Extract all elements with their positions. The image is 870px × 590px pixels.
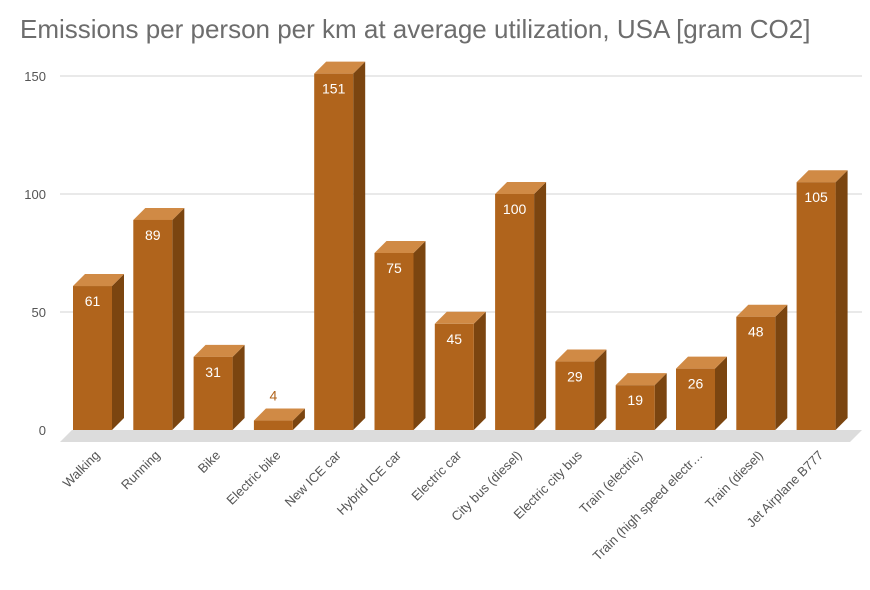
data-label: 61 <box>85 293 101 309</box>
bar-side <box>715 356 727 430</box>
data-label: 29 <box>567 369 583 385</box>
bar-top <box>615 373 667 386</box>
x-tick-label: Train (diesel) <box>702 448 766 512</box>
data-label: 75 <box>386 260 402 276</box>
x-tick-label: Electric bike <box>223 448 283 508</box>
data-label: 4 <box>270 388 278 404</box>
bar-top <box>434 311 486 324</box>
x-tick-label: Walking <box>60 448 103 491</box>
bar <box>374 253 414 430</box>
bar-side <box>353 61 366 430</box>
bar-top <box>796 170 848 183</box>
data-label: 45 <box>447 331 463 347</box>
data-label: 151 <box>322 81 346 97</box>
data-label: 105 <box>804 189 828 205</box>
bar-top <box>193 344 245 357</box>
bar-side <box>473 311 486 430</box>
bar <box>133 219 173 430</box>
bar <box>314 73 354 430</box>
bar-side <box>775 304 788 430</box>
bar-side <box>835 170 848 430</box>
y-tick-label: 150 <box>24 69 46 84</box>
data-label: 48 <box>748 324 764 340</box>
bar-top <box>555 349 607 362</box>
y-tick-label: 100 <box>24 187 46 202</box>
bar <box>495 194 535 430</box>
bar-side <box>534 182 547 430</box>
x-tick-label: Train (high speed electr… <box>590 448 706 564</box>
data-label: 89 <box>145 227 161 243</box>
bar <box>676 368 715 430</box>
bar <box>796 182 836 430</box>
x-tick-label: Bike <box>195 448 223 476</box>
data-label: 100 <box>503 201 527 217</box>
bar <box>555 361 595 430</box>
bar <box>193 356 233 430</box>
bar-top <box>314 61 366 74</box>
x-tick-label: Running <box>118 448 163 493</box>
bar-top <box>133 207 185 220</box>
bar-side <box>172 207 185 430</box>
data-label: 26 <box>688 376 704 392</box>
chart-floor <box>60 430 862 442</box>
data-label: 19 <box>627 392 643 408</box>
bar <box>615 385 655 430</box>
x-tick-label: Hybrid ICE car <box>334 447 405 518</box>
bar-side <box>594 349 607 430</box>
bar-side <box>232 344 245 430</box>
bar-top <box>736 304 788 317</box>
bar <box>434 323 474 430</box>
bar-top <box>73 274 124 287</box>
x-tick-label: Electric car <box>408 447 465 504</box>
bar-top <box>253 408 305 421</box>
bar <box>73 286 112 430</box>
x-tick-label: New ICE car <box>282 447 345 510</box>
bar-top <box>374 241 426 253</box>
bar-top <box>676 356 727 369</box>
bar-side <box>112 274 124 430</box>
chart-title: Emissions per person per km at average u… <box>20 14 811 44</box>
bar-side <box>654 373 667 430</box>
bar-side <box>413 241 426 430</box>
bar-top <box>495 182 547 194</box>
bar <box>736 316 776 430</box>
y-tick-label: 50 <box>32 305 46 320</box>
bar <box>253 420 293 430</box>
y-tick-label: 0 <box>39 423 46 438</box>
bar-side <box>292 408 305 430</box>
data-label: 31 <box>205 364 221 380</box>
